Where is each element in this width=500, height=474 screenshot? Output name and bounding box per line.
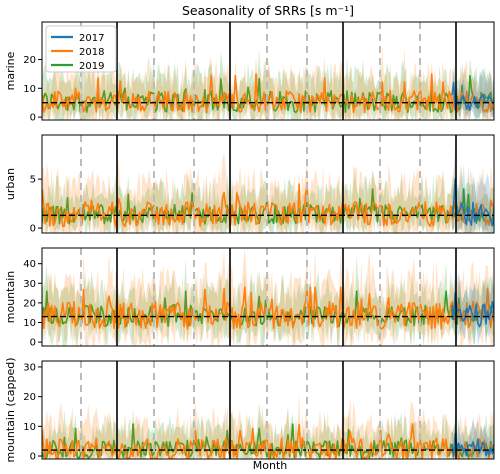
y-tick-label: 10 <box>23 84 36 95</box>
y-axis-label: marine <box>4 51 17 90</box>
y-tick-label: 20 <box>23 298 36 309</box>
panel-frame <box>41 21 495 121</box>
y-tick-label: 30 <box>23 279 36 290</box>
panel-2: 0 5 urban <box>4 134 495 235</box>
series-2017-line <box>451 81 494 112</box>
series-2017-line <box>451 433 494 458</box>
panel-frame <box>41 247 495 347</box>
figure-title: Seasonality of SRRs [s m⁻¹] <box>182 3 354 18</box>
y-axis-label: mountain <box>4 271 17 323</box>
y-axis-label: urban <box>4 168 17 200</box>
y-tick-label: 0 <box>30 224 36 235</box>
panels: 0 10 20 marine 2017 2018 2019 0 5 urban 0 10 20 30 40 m… <box>4 21 495 463</box>
x-axis-label: Month <box>253 459 288 472</box>
panel-frame <box>41 134 495 234</box>
series-2017-line <box>451 292 494 328</box>
legend-label-2019: 2019 <box>79 61 104 72</box>
y-tick-label: 0 <box>30 452 36 463</box>
y-tick-label: 30 <box>23 362 36 373</box>
series-2017-band <box>452 258 494 346</box>
y-tick-label: 20 <box>23 392 36 403</box>
panel-frame <box>41 360 495 460</box>
y-tick-label: 0 <box>30 113 36 124</box>
legend: 2017 2018 2019 <box>45 25 117 73</box>
y-tick-label: 0 <box>30 338 36 349</box>
series-2017-line <box>451 178 494 227</box>
y-tick-label: 10 <box>23 422 36 433</box>
y-tick-label: 5 <box>30 175 36 186</box>
y-tick-label: 10 <box>23 318 36 329</box>
legend-label-2018: 2018 <box>79 47 104 58</box>
panel-3: 0 10 20 30 40 mountain <box>4 247 495 349</box>
panel-4: 0 10 20 30 mountain (capped) <box>4 357 495 463</box>
series-2017-band <box>452 68 494 120</box>
y-axis-label: mountain (capped) <box>4 357 17 462</box>
y-tick-label: 20 <box>23 55 36 66</box>
legend-label-2017: 2017 <box>79 33 104 44</box>
y-tick-label: 40 <box>23 259 36 270</box>
series-2017-band <box>452 143 494 233</box>
panel-1: 0 10 20 marine 2017 2018 2019 <box>4 21 495 124</box>
